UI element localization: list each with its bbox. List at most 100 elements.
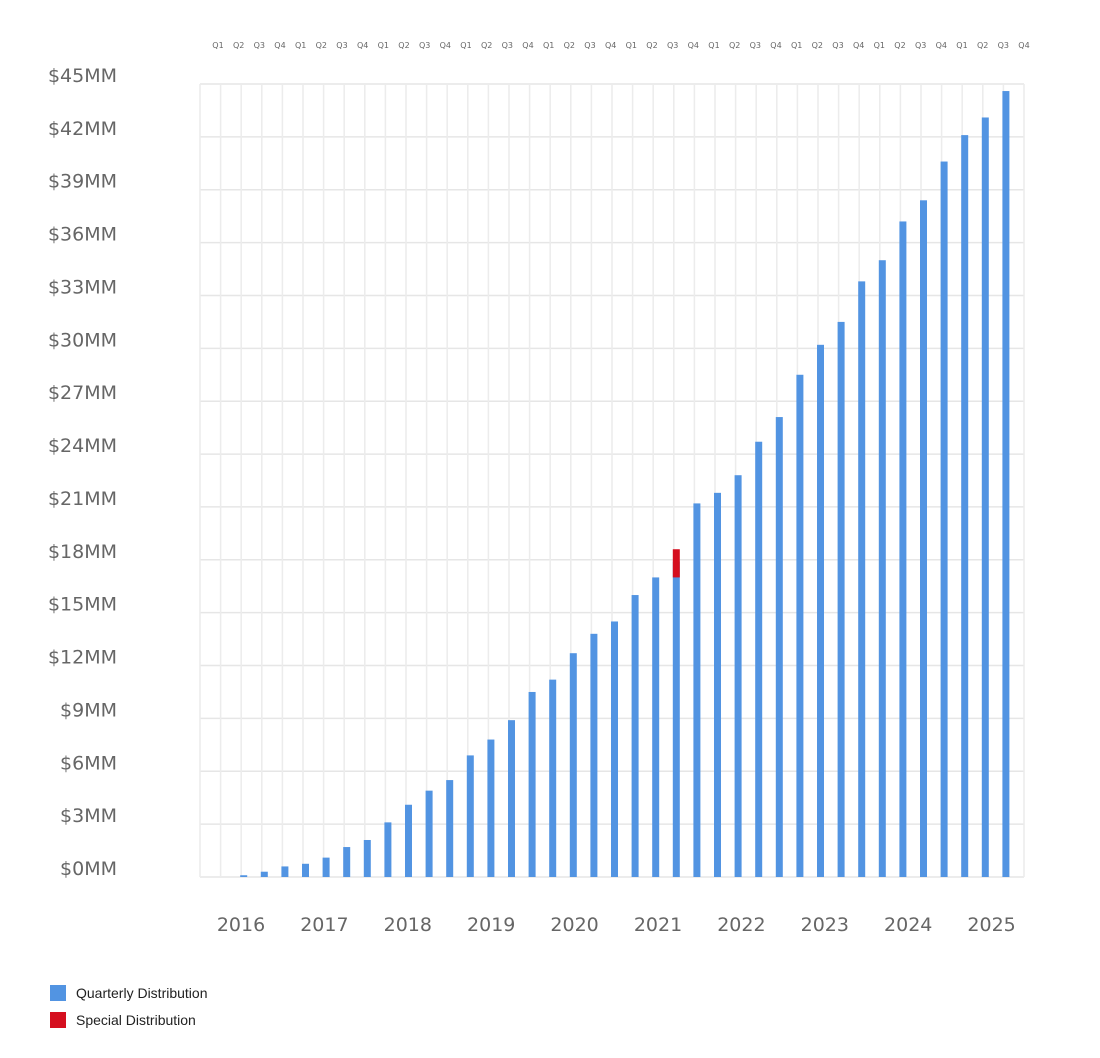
quarter-label: Q4 [936,41,947,50]
quarter-label: Q3 [336,41,347,50]
quarter-label: Q1 [626,41,637,50]
bar-quarterly [590,633,598,877]
bar-quarterly [961,135,969,878]
bar-quarterly [425,790,433,877]
y-tick-label: $18MM [48,541,117,563]
bar-quarterly [549,679,557,877]
bar-quarterly [981,117,989,877]
year-label: 2024 [884,914,932,936]
y-tick-label: $15MM [48,594,117,616]
quarter-label: Q2 [398,41,409,50]
quarter-label: Q2 [812,41,823,50]
bar-quarterly [487,739,495,877]
quarter-label: Q4 [688,41,699,50]
bar-quarterly [466,755,474,877]
bar-quarterly [796,374,804,877]
year-label: 2017 [300,914,348,936]
quarter-label: Q3 [419,41,430,50]
bar-quarterly [920,200,927,878]
bar-quarterly [775,417,783,877]
bar-quarterly [322,857,330,877]
bar-quarterly [1002,91,1010,877]
quarter-label: Q3 [502,41,513,50]
y-tick-label: $24MM [48,435,117,457]
bar-special [672,549,680,578]
legend-label-special: Special Distribution [76,1012,196,1028]
y-tick-label: $21MM [48,488,117,510]
quarter-label: Q1 [295,41,306,50]
bar-quarterly [611,621,618,877]
year-label: 2016 [217,914,265,936]
bar-quarterly [672,561,680,877]
quarter-label: Q4 [274,41,285,50]
bar-quarterly [281,866,289,877]
bar-quarterly [302,863,309,877]
quarter-label: Q2 [646,41,657,50]
bar-quarterly [693,503,701,877]
quarter-label: Q4 [522,41,533,50]
quarter-label: Q1 [460,41,471,50]
quarter-label: Q1 [708,41,719,50]
quarter-label: Q4 [357,41,368,50]
bar-quarterly [837,321,845,877]
quarter-label: Q2 [729,41,740,50]
y-tick-label: $3MM [60,805,117,827]
year-label: 2025 [967,914,1015,936]
bar-quarterly [363,839,371,877]
bar-quarterly [343,847,351,877]
quarter-label: Q3 [915,41,926,50]
quarter-label: Q1 [956,41,967,50]
year-label: 2021 [634,914,682,936]
legend-swatch-special [50,1012,66,1028]
bar-quarterly [528,691,536,877]
bar-quarterly [260,871,268,877]
quarter-label: Q4 [1018,41,1029,50]
y-tick-label: $27MM [48,382,117,404]
quarter-label: Q4 [770,41,781,50]
quarter-label: Q1 [874,41,885,50]
bar-quarterly [714,492,721,877]
year-label: 2019 [467,914,515,936]
bar-quarterly [384,822,392,877]
year-label: 2020 [550,914,598,936]
quarter-label: Q2 [564,41,575,50]
quarter-label: Q2 [233,41,244,50]
quarter-label: Q1 [212,41,223,50]
quarter-label: Q3 [584,41,595,50]
quarter-label: Q1 [543,41,554,50]
bar-quarterly [755,441,763,877]
quarter-label: Q4 [605,41,616,50]
y-tick-label: $0MM [60,858,117,880]
y-tick-label: $45MM [48,65,117,87]
bar-quarterly [508,720,515,877]
y-tick-label: $39MM [48,171,117,193]
quarter-labels: Q1 Q2 Q3 Q4 Q1 Q2 Q3 Q4 Q1 Q2 Q3 Q4 Q1 Q2 Q3 Q4 Q1 Q2 Q3 Q4… [212,41,1029,50]
bar-quarterly [652,577,660,877]
y-tick-label: $30MM [48,329,117,351]
quarter-label: Q1 [791,41,802,50]
quarter-label: Q3 [667,41,678,50]
bar-quarterly [405,804,412,877]
year-label: 2023 [801,914,849,936]
legend-label-quarterly: Quarterly Distribution [76,985,208,1001]
quarter-label: Q3 [254,41,265,50]
bar-quarterly [899,221,907,877]
year-label: 2018 [384,914,432,936]
year-label: 2022 [717,914,765,936]
legend-swatch-quarterly [50,985,66,1001]
y-axis-labels: $0MM $3MM $6MM $9MM $12MM $15MM $18MM $21MM $24M… [48,65,117,880]
bar-quarterly [734,475,742,877]
y-tick-label: $6MM [60,752,117,774]
legend-item-quarterly: Quarterly Distribution [50,985,208,1001]
y-tick-label: $42MM [48,118,117,140]
quarter-label: Q2 [894,41,905,50]
y-tick-label: $33MM [48,276,117,298]
bar-quarterly [631,595,639,877]
year-labels: 2016 2017 2018 2019 2020 2021 2022 2023 2024 2025 [217,914,1016,936]
quarter-label: Q3 [998,41,1009,50]
y-tick-label: $9MM [60,699,117,721]
bar-quarterly [569,653,577,877]
quarter-label: Q3 [750,41,761,50]
bar-quarterly [240,875,248,877]
y-tick-label: $36MM [48,224,117,246]
